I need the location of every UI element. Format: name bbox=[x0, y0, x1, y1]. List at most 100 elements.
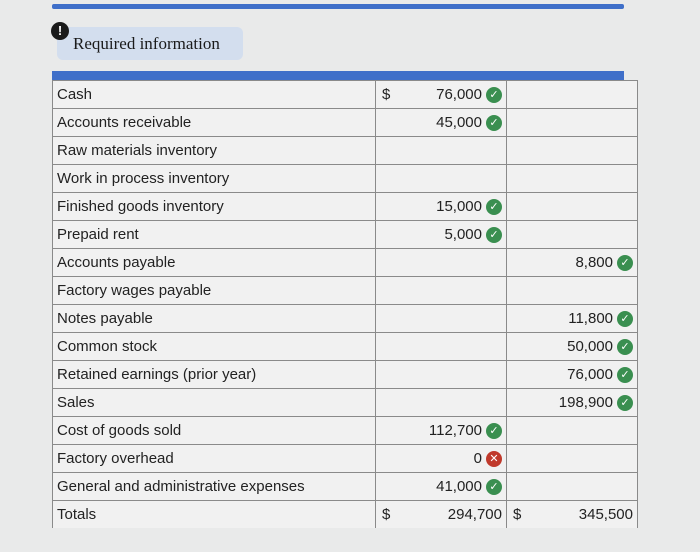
account-name: Common stock bbox=[52, 332, 376, 361]
debit-input-cell[interactable] bbox=[375, 164, 507, 193]
debit-value: 0 bbox=[473, 449, 482, 467]
debit-input-cell[interactable] bbox=[375, 304, 507, 333]
credit-value: 50,000 bbox=[567, 337, 613, 355]
credit-value: 11,800 bbox=[568, 309, 613, 327]
credit-total: $345,500 bbox=[506, 500, 638, 528]
account-name: Prepaid rent bbox=[52, 220, 376, 249]
debit-input-cell[interactable] bbox=[375, 248, 507, 277]
debit-input-cell[interactable] bbox=[375, 332, 507, 361]
debit-value: 5,000 bbox=[444, 225, 482, 243]
check-circle-icon: ✓ bbox=[617, 339, 633, 356]
account-name: Accounts receivable bbox=[52, 108, 376, 137]
check-circle-icon: ✓ bbox=[617, 395, 633, 412]
debit-input-cell[interactable]: 15,000 ✓ bbox=[375, 192, 507, 221]
table-row: Factory overhead 0 ✕ bbox=[52, 444, 638, 473]
credit-value: 198,900 bbox=[558, 393, 613, 411]
table-row: Cost of goods sold 112,700 ✓ bbox=[52, 416, 638, 445]
account-name: Cost of goods sold bbox=[52, 416, 376, 445]
check-circle-icon: ✓ bbox=[486, 115, 502, 132]
credit-input-cell[interactable]: 50,000 ✓ bbox=[506, 332, 638, 361]
required-information-label: Required information bbox=[73, 34, 220, 53]
dollar-sign: $ bbox=[382, 85, 391, 103]
account-name: Finished goods inventory bbox=[52, 192, 376, 221]
debit-input-cell[interactable] bbox=[375, 136, 507, 165]
credit-input-cell[interactable]: 11,800 ✓ bbox=[506, 304, 638, 333]
dollar-sign: $ bbox=[513, 506, 522, 523]
account-name: General and administrative expenses bbox=[52, 472, 376, 501]
table-row: Prepaid rent 5,000 ✓ bbox=[52, 220, 638, 249]
account-name: Notes payable bbox=[52, 304, 376, 333]
debit-input-cell[interactable]: 112,700 ✓ bbox=[375, 416, 507, 445]
table-row: Work in process inventory bbox=[52, 164, 638, 193]
check-circle-icon: ✓ bbox=[486, 87, 502, 104]
debit-input-cell[interactable]: 45,000 ✓ bbox=[375, 108, 507, 137]
check-circle-icon: ✓ bbox=[486, 199, 502, 216]
debit-input-cell[interactable]: 0 ✕ bbox=[375, 444, 507, 473]
credit-input-cell[interactable] bbox=[506, 192, 638, 221]
table-row: Accounts payable 8,800 ✓ bbox=[52, 248, 638, 277]
table-header-bar bbox=[52, 71, 624, 80]
debit-input-cell[interactable] bbox=[375, 276, 507, 305]
table-row: Retained earnings (prior year) 76,000 ✓ bbox=[52, 360, 638, 389]
check-circle-icon: ✓ bbox=[486, 227, 502, 244]
credit-input-cell[interactable] bbox=[506, 276, 638, 305]
credit-total-value: 345,500 bbox=[578, 506, 633, 523]
debit-value: 112,700 bbox=[428, 421, 482, 439]
alert-icon: ! bbox=[51, 22, 69, 40]
debit-value: 15,000 bbox=[436, 197, 482, 215]
account-name: Retained earnings (prior year) bbox=[52, 360, 376, 389]
debit-input-cell[interactable]: 41,000 ✓ bbox=[375, 472, 507, 501]
debit-input-cell[interactable] bbox=[375, 388, 507, 417]
totals-row: Totals $294,700 $345,500 bbox=[52, 500, 638, 528]
table-row: General and administrative expenses 41,00… bbox=[52, 472, 638, 501]
credit-input-cell[interactable] bbox=[506, 444, 638, 473]
trial-balance-table: Cash $76,000 ✓ Accounts receivable 45,000 ✓ Ra… bbox=[52, 80, 638, 528]
table-row: Cash $76,000 ✓ bbox=[52, 80, 638, 109]
check-circle-icon: ✓ bbox=[486, 423, 502, 440]
table-row: Factory wages payable bbox=[52, 276, 638, 305]
credit-input-cell[interactable] bbox=[506, 220, 638, 249]
debit-value: 76,000 bbox=[436, 85, 482, 103]
x-circle-icon: ✕ bbox=[486, 451, 502, 468]
dollar-sign: $ bbox=[382, 506, 391, 523]
debit-input-cell[interactable]: $76,000 ✓ bbox=[375, 80, 507, 109]
table-row: Common stock 50,000 ✓ bbox=[52, 332, 638, 361]
credit-input-cell[interactable] bbox=[506, 472, 638, 501]
credit-value: 76,000 bbox=[567, 365, 613, 383]
credit-input-cell[interactable]: 198,900 ✓ bbox=[506, 388, 638, 417]
credit-input-cell[interactable]: 8,800 ✓ bbox=[506, 248, 638, 277]
account-name: Factory wages payable bbox=[52, 276, 376, 305]
credit-input-cell[interactable] bbox=[506, 80, 638, 109]
totals-label: Totals bbox=[52, 500, 376, 528]
credit-input-cell[interactable]: 76,000 ✓ bbox=[506, 360, 638, 389]
debit-value: 45,000 bbox=[436, 113, 482, 131]
check-circle-icon: ✓ bbox=[617, 367, 633, 384]
check-circle-icon: ✓ bbox=[617, 255, 633, 272]
account-name: Factory overhead bbox=[52, 444, 376, 473]
account-name: Cash bbox=[52, 80, 376, 109]
debit-input-cell[interactable] bbox=[375, 360, 507, 389]
required-information-tab[interactable]: Required information bbox=[57, 27, 243, 60]
table-row: Raw materials inventory bbox=[52, 136, 638, 165]
header-accent-bar bbox=[52, 4, 624, 9]
account-name: Work in process inventory bbox=[52, 164, 376, 193]
table-row: Finished goods inventory 15,000 ✓ bbox=[52, 192, 638, 221]
credit-input-cell[interactable] bbox=[506, 164, 638, 193]
debit-total-value: 294,700 bbox=[447, 506, 502, 523]
check-circle-icon: ✓ bbox=[617, 311, 633, 328]
table-row: Sales 198,900 ✓ bbox=[52, 388, 638, 417]
credit-value: 8,800 bbox=[575, 253, 613, 271]
debit-input-cell[interactable]: 5,000 ✓ bbox=[375, 220, 507, 249]
account-name: Raw materials inventory bbox=[52, 136, 376, 165]
check-circle-icon: ✓ bbox=[486, 479, 502, 496]
credit-input-cell[interactable] bbox=[506, 108, 638, 137]
debit-value: 41,000 bbox=[436, 477, 482, 495]
credit-input-cell[interactable] bbox=[506, 416, 638, 445]
table-row: Notes payable 11,800 ✓ bbox=[52, 304, 638, 333]
trial-balance-table-container: Cash $76,000 ✓ Accounts receivable 45,000 ✓ Ra… bbox=[52, 71, 638, 528]
trial-balance-body: Cash $76,000 ✓ Accounts receivable 45,000 ✓ Ra… bbox=[52, 80, 638, 528]
account-name: Sales bbox=[52, 388, 376, 417]
table-row: Accounts receivable 45,000 ✓ bbox=[52, 108, 638, 137]
credit-input-cell[interactable] bbox=[506, 136, 638, 165]
debit-total: $294,700 bbox=[375, 500, 507, 528]
